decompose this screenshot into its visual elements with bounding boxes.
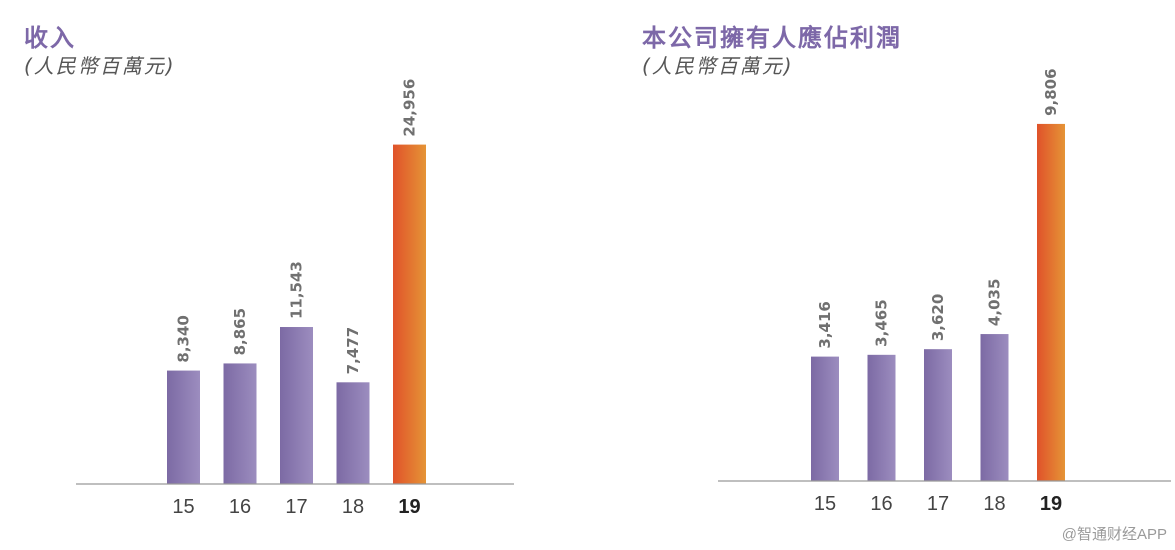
chart-subtitle: (人民幣百萬元)	[642, 54, 794, 78]
data-label: 3,416	[816, 301, 834, 348]
x-tick-label: 16	[870, 493, 892, 515]
x-tick-label: 18	[342, 496, 364, 518]
data-label: 8,865	[231, 308, 249, 355]
revenue-bar-chart: 8,340 15 8,865 16 11,543 17 7,477 18 24,956 19	[76, 79, 514, 518]
data-label: 4,035	[986, 279, 1004, 326]
bar	[336, 382, 370, 484]
x-tick-label: 19	[1040, 493, 1062, 515]
x-tick-label: 18	[983, 493, 1005, 515]
bar	[924, 349, 952, 481]
data-label: 8,340	[175, 315, 193, 362]
x-tick-label: 15	[172, 496, 194, 518]
data-label: 3,620	[929, 294, 947, 341]
bar	[223, 363, 257, 484]
data-label: 7,477	[344, 327, 362, 374]
revenue-chart-panel: 收入 (人民幣百萬元) 8,340 15 8,865 16 11,543 17 7,477 1…	[0, 0, 560, 550]
bar	[167, 370, 200, 484]
bar-highlight	[1037, 123, 1065, 482]
x-tick-label: 16	[229, 496, 251, 518]
chart-title: 本公司擁有人應佔利潤	[642, 24, 902, 52]
bar	[811, 356, 839, 481]
profit-bar-chart: 3,416 15 3,465 16 3,620 17 4,035 18 9,806 19	[718, 68, 1171, 515]
data-label: 9,806	[1042, 68, 1060, 115]
bar	[980, 334, 1009, 481]
data-label: 24,956	[401, 79, 419, 137]
profit-chart-panel: 本公司擁有人應佔利潤 (人民幣百萬元) 3,416 15 3,465 16 3,620 1…	[600, 0, 1175, 550]
data-label: 3,465	[873, 299, 891, 346]
bar	[280, 327, 313, 484]
bar	[867, 354, 896, 481]
chart-title: 收入	[24, 24, 76, 52]
bar-highlight	[393, 144, 426, 485]
chart-subtitle: (人民幣百萬元)	[24, 54, 176, 78]
data-label: 11,543	[288, 261, 306, 319]
x-tick-label: 19	[398, 496, 420, 518]
x-tick-label: 17	[285, 496, 307, 518]
watermark: @智通财经APP	[1061, 526, 1167, 543]
x-tick-label: 15	[814, 493, 836, 515]
x-tick-label: 17	[927, 493, 949, 515]
